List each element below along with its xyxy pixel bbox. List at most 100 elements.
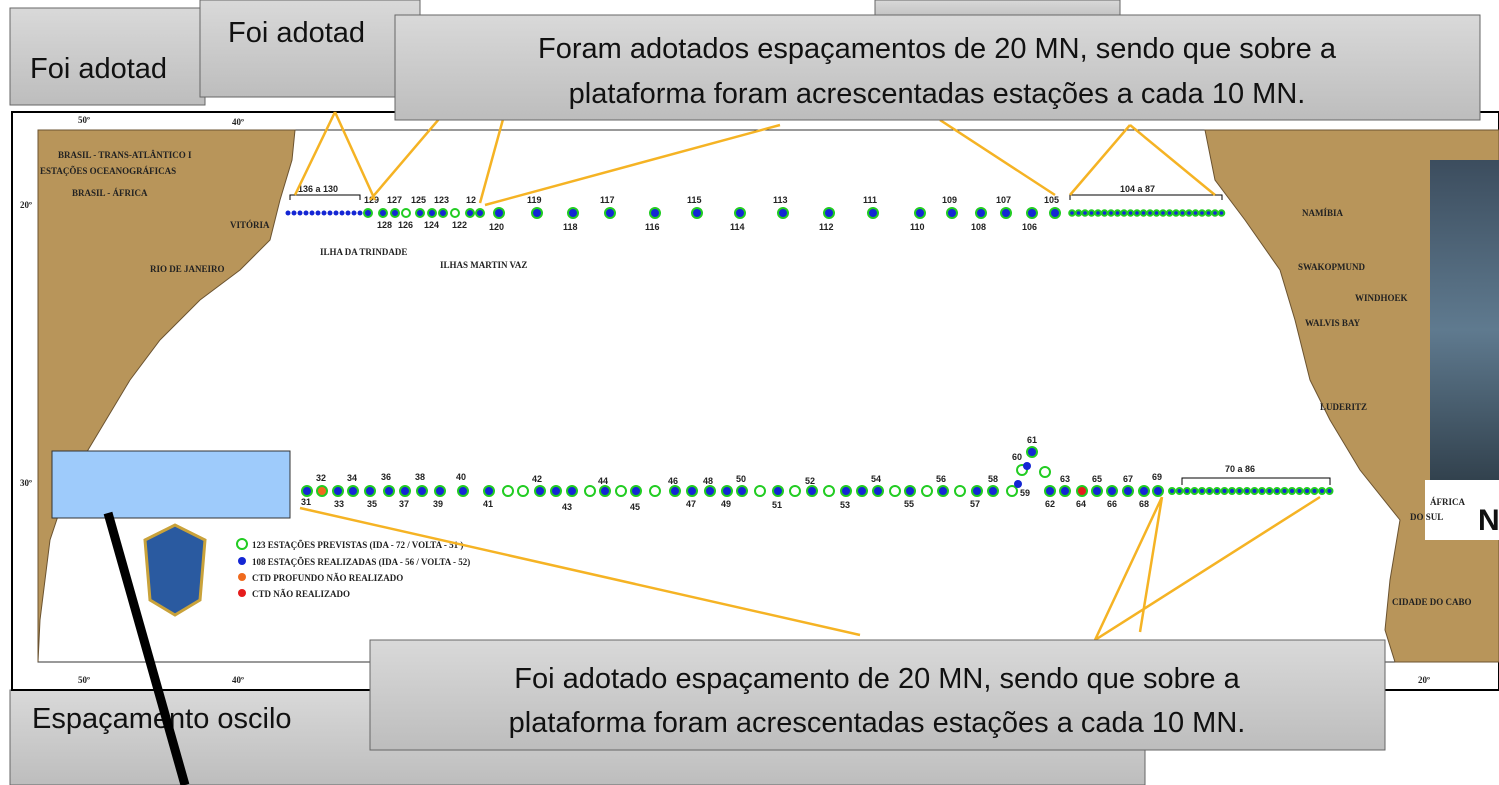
callout-text: Foi adotad bbox=[228, 17, 365, 49]
legend-label: CTD PROFUNDO NÃO REALIZADO bbox=[252, 573, 403, 583]
station-label: 67 bbox=[1123, 474, 1133, 484]
station-label: 64 bbox=[1076, 499, 1086, 509]
station-dot bbox=[1211, 209, 1219, 217]
station-dot bbox=[390, 208, 400, 218]
station-dot bbox=[1172, 209, 1180, 217]
photo-caption-bg bbox=[1425, 480, 1499, 540]
callout-text: Foram adotados espaçamentos de 20 MN, se… bbox=[538, 33, 1337, 65]
station-dot bbox=[975, 207, 987, 219]
station-label: 115 bbox=[687, 195, 702, 205]
station-dot bbox=[604, 207, 616, 219]
station-dot bbox=[333, 210, 339, 216]
map-title: BRASIL - TRANS-ATLÂNTICO I bbox=[58, 150, 192, 160]
station-dot bbox=[415, 208, 425, 218]
station-dot bbox=[686, 485, 698, 497]
station-label: 112 bbox=[819, 222, 834, 232]
station-dot bbox=[1044, 485, 1056, 497]
station-dot bbox=[347, 485, 359, 497]
station-dot bbox=[1106, 485, 1118, 497]
station-label: 68 bbox=[1139, 499, 1149, 509]
station-dot bbox=[1185, 209, 1193, 217]
station-dot bbox=[327, 210, 333, 216]
station-dot bbox=[465, 208, 475, 218]
place-label: SWAKOPMUND bbox=[1298, 262, 1365, 272]
photo-caption: N bbox=[1478, 504, 1499, 537]
station-dot bbox=[315, 210, 321, 216]
station-dot bbox=[383, 485, 395, 497]
station-label: 113 bbox=[773, 195, 788, 205]
station-dot bbox=[1235, 487, 1244, 495]
map-title: ESTAÇÕES OCEANOGRÁFICAS bbox=[40, 166, 176, 176]
station-dot bbox=[321, 210, 327, 216]
place-label: ÁFRICA bbox=[1430, 497, 1465, 507]
station-dot bbox=[872, 485, 884, 497]
station-dot bbox=[772, 485, 784, 497]
station-dot bbox=[450, 208, 460, 218]
station-dot bbox=[550, 485, 562, 497]
station-dot bbox=[1014, 480, 1022, 488]
station-dot bbox=[1204, 209, 1213, 217]
station-dot bbox=[416, 485, 428, 497]
station-label: 31 bbox=[301, 497, 311, 507]
station-dot bbox=[789, 485, 801, 497]
station-label: 120 bbox=[489, 222, 504, 232]
station-dot bbox=[823, 485, 835, 497]
station-dot bbox=[1273, 487, 1281, 495]
station-dot bbox=[303, 210, 309, 216]
station-label: 55 bbox=[904, 499, 914, 509]
longitude-label: 50º bbox=[78, 675, 90, 685]
station-dot bbox=[483, 485, 495, 497]
station-label: 117 bbox=[600, 195, 615, 205]
station-label: 51 bbox=[772, 500, 782, 510]
station-dot bbox=[1217, 209, 1226, 217]
legend-label: 108 ESTAÇÕES REALIZADAS (IDA - 56 / VOLT… bbox=[252, 557, 470, 567]
place-label: WINDHOEK bbox=[1355, 293, 1408, 303]
station-dot bbox=[615, 485, 627, 497]
callout-box bbox=[369, 639, 1386, 751]
map-title: BRASIL - ÁFRICA bbox=[72, 188, 148, 198]
station-dot bbox=[1146, 209, 1154, 217]
latitude-label: 30º bbox=[20, 478, 32, 488]
station-dot bbox=[914, 207, 926, 219]
station-dot bbox=[889, 485, 901, 497]
station-label: 109 bbox=[942, 195, 957, 205]
station-dot bbox=[1026, 446, 1038, 458]
station-label: 44 bbox=[598, 476, 608, 486]
station-label: 45 bbox=[630, 502, 640, 512]
station-dot bbox=[517, 485, 529, 497]
callout-box bbox=[199, 0, 421, 98]
station-dot bbox=[1076, 485, 1088, 497]
place-label: ILHAS MARTIN VAZ bbox=[440, 260, 527, 270]
station-dot bbox=[363, 208, 373, 218]
station-dot bbox=[1183, 487, 1191, 495]
station-label: 122 bbox=[452, 220, 467, 230]
station-dot bbox=[1265, 487, 1274, 495]
longitude-label: 40º bbox=[232, 117, 244, 127]
station-label: 119 bbox=[527, 195, 542, 205]
station-dot bbox=[1091, 485, 1103, 497]
station-dot bbox=[1310, 487, 1319, 495]
station-dot bbox=[1303, 487, 1311, 495]
legend-symbol bbox=[236, 538, 248, 550]
station-label: 57 bbox=[970, 499, 980, 509]
station-dot bbox=[1049, 207, 1061, 219]
station-dot bbox=[649, 207, 661, 219]
station-dot bbox=[339, 210, 345, 216]
station-label: 63 bbox=[1060, 474, 1070, 484]
station-dot bbox=[1228, 487, 1236, 495]
station-dot bbox=[856, 485, 868, 497]
station-dot bbox=[401, 208, 411, 218]
station-label: 41 bbox=[483, 499, 493, 509]
station-dot bbox=[1059, 485, 1071, 497]
station-dot bbox=[1000, 207, 1012, 219]
station-dot bbox=[297, 210, 303, 216]
legend-symbol bbox=[238, 557, 246, 565]
station-dot bbox=[937, 485, 949, 497]
station-dot bbox=[1133, 209, 1141, 217]
station-dot bbox=[316, 485, 328, 497]
station-label: 43 bbox=[562, 502, 572, 512]
station-dot bbox=[1318, 487, 1326, 495]
station-dot bbox=[954, 485, 966, 497]
place-label: NAMÍBIA bbox=[1302, 208, 1344, 218]
